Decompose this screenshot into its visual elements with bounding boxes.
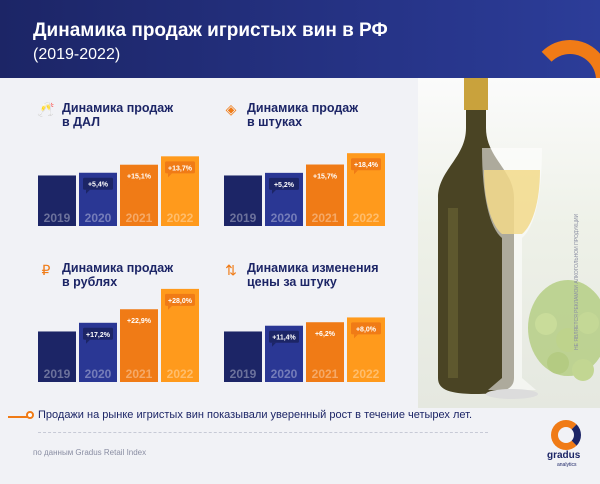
year-label-2019: 2019 bbox=[44, 367, 71, 381]
growth-badge-tail-2022 bbox=[168, 173, 172, 178]
bar-2019 bbox=[38, 175, 76, 226]
panel-title-dal: Динамика продаж в ДАЛ bbox=[62, 101, 174, 129]
growth-label-2022: +13,7% bbox=[168, 165, 193, 172]
growth-badge-tail-2022 bbox=[354, 170, 358, 175]
year-label-2021: 2021 bbox=[126, 211, 153, 225]
gradus-logo-text: gradus bbox=[547, 450, 581, 461]
growth-badge-bg-2022 bbox=[165, 161, 195, 174]
page-subtitle: (2019-2022) bbox=[33, 46, 121, 63]
growth-label-2021: +22,9% bbox=[127, 318, 152, 325]
year-label-2021: 2021 bbox=[312, 367, 339, 381]
growth-label-2022: +18,4% bbox=[354, 162, 379, 169]
year-label-2022: 2022 bbox=[167, 211, 194, 225]
growth-badge-tail-2022 bbox=[168, 305, 172, 310]
chart-sales-units: 2019 2020 +5,2% 2021 +15,7% 2022 +18,4% bbox=[224, 153, 385, 226]
summary-note: Продажи на рынке игристых вин показывали… bbox=[38, 409, 473, 421]
source-note: по данным Gradus Retail Index bbox=[33, 448, 147, 457]
year-label-2019: 2019 bbox=[230, 367, 257, 381]
gradus-logo-tagline: analytics bbox=[557, 462, 577, 468]
growth-badge-bg-2021 bbox=[310, 169, 340, 182]
growth-label-2022: +28,0% bbox=[168, 298, 193, 305]
champagne-bottle-image bbox=[438, 68, 600, 399]
year-label-2022: 2022 bbox=[167, 367, 194, 381]
year-label-2022: 2022 bbox=[353, 367, 380, 381]
chart-price-per-unit: 2019 2020 +11,4% 2021 +6,2% 2022 +8,0% bbox=[224, 317, 385, 382]
box-icon: ◈ bbox=[225, 101, 237, 117]
growth-badge-bg-2020 bbox=[269, 177, 299, 190]
growth-badge-bg-2022 bbox=[351, 158, 381, 171]
page-title: Динамика продаж игристых вин в РФ bbox=[33, 20, 388, 41]
bar-2019 bbox=[38, 331, 76, 382]
growth-badge-tail-2020 bbox=[272, 189, 276, 194]
growth-badge-tail-2021 bbox=[313, 339, 317, 344]
bar-2019 bbox=[224, 331, 262, 382]
growth-badge-tail-2021 bbox=[127, 181, 131, 186]
growth-label-2020: +11,4% bbox=[272, 335, 296, 342]
growth-badge-bg-2020 bbox=[83, 177, 113, 190]
growth-badge-bg-2021 bbox=[124, 169, 154, 182]
growth-label-2021: +15,7% bbox=[313, 174, 338, 181]
growth-label-2020: +5,2% bbox=[274, 182, 295, 189]
gradus-logo-icon bbox=[551, 420, 581, 450]
bottle-photo bbox=[418, 68, 600, 408]
growth-badge-bg-2022 bbox=[351, 322, 381, 335]
year-label-2021: 2021 bbox=[126, 367, 153, 381]
panel-title-units: Динамика продаж в штуках bbox=[247, 101, 359, 129]
growth-badge-bg-2021 bbox=[124, 314, 154, 327]
growth-badge-bg-2021 bbox=[310, 327, 340, 340]
year-label-2022: 2022 bbox=[353, 211, 380, 225]
year-label-2020: 2020 bbox=[271, 211, 298, 225]
growth-badge-tail-2022 bbox=[354, 334, 358, 339]
year-label-2020: 2020 bbox=[85, 211, 112, 225]
growth-badge-tail-2020 bbox=[272, 342, 276, 347]
panel-title-rubles: Динамика продаж в рублях bbox=[62, 261, 174, 289]
year-label-2021: 2021 bbox=[312, 211, 339, 225]
year-label-2020: 2020 bbox=[85, 367, 112, 381]
growth-badge-bg-2020 bbox=[269, 330, 299, 343]
growth-badge-bg-2022 bbox=[165, 293, 195, 306]
ruble-coin-icon: ₽ bbox=[41, 262, 51, 278]
chart-sales-dal: 2019 2020 +5,4% 2021 +15,1% 2022 +13,7% bbox=[38, 156, 199, 226]
growth-badge-tail-2021 bbox=[127, 326, 131, 331]
growth-label-2021: +15,1% bbox=[127, 174, 152, 181]
up-down-arrows-icon: ⇅ bbox=[225, 262, 237, 278]
panel-title-price: Динамика изменения цены за штуку bbox=[247, 261, 379, 289]
year-label-2020: 2020 bbox=[271, 367, 298, 381]
note-accent-dot bbox=[26, 411, 34, 419]
chart-sales-rubles: 2019 2020 +17,2% 2021 +22,9% 2022 +28,0% bbox=[38, 288, 199, 382]
growth-label-2020: +5,4% bbox=[88, 182, 109, 189]
wine-glasses-icon: 🥂 bbox=[37, 101, 55, 117]
note-accent-line bbox=[8, 416, 32, 418]
growth-badge-bg-2020 bbox=[83, 327, 113, 340]
year-label-2019: 2019 bbox=[44, 211, 71, 225]
disclaimer-vertical-text: НЕ ЯВЛЯЕТСЯ РЕКЛАМОЙ АЛКОГОЛЬНОЙ ПРОДУКЦ… bbox=[574, 213, 580, 350]
growth-label-2020: +17,2% bbox=[86, 332, 111, 339]
header-banner: Динамика продаж игристых вин в РФ (2019-… bbox=[0, 0, 600, 78]
growth-label-2022: +8,0% bbox=[356, 326, 377, 333]
growth-label-2021: +6,2% bbox=[315, 331, 336, 338]
growth-badge-tail-2021 bbox=[313, 181, 317, 186]
growth-badge-tail-2020 bbox=[86, 339, 90, 344]
year-label-2019: 2019 bbox=[230, 211, 257, 225]
growth-badge-tail-2020 bbox=[86, 189, 90, 194]
divider bbox=[38, 432, 488, 433]
bar-2019 bbox=[224, 175, 262, 226]
